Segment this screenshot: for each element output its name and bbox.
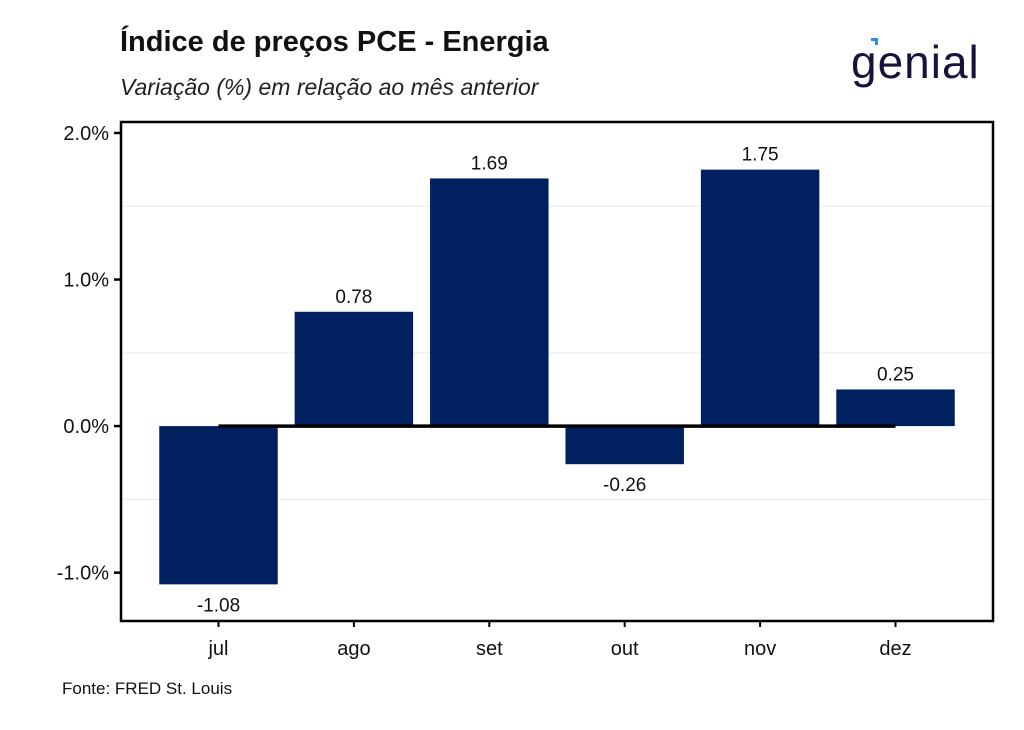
bar-dez: [836, 389, 955, 427]
data-label: -1.08: [197, 595, 240, 616]
chart-subtitle: Variação (%) em relação ao mês anterior: [120, 74, 539, 100]
bar-jul: [159, 426, 278, 585]
genial-logo: genial: [851, 36, 980, 88]
x-tick-label: ago: [337, 638, 370, 660]
x-tick-label: dez: [879, 638, 911, 660]
data-label: 1.75: [742, 145, 779, 166]
source-note: Fonte: FRED St. Louis: [62, 679, 233, 698]
data-label: 0.25: [877, 364, 914, 385]
y-tick-label: 0.0%: [63, 416, 109, 438]
data-label: -0.26: [603, 475, 646, 496]
data-label: 1.69: [471, 153, 508, 174]
data-label: 0.78: [335, 287, 372, 308]
bar-out: [565, 426, 684, 465]
bar-nov: [700, 169, 820, 427]
y-tick-label: 1.0%: [63, 270, 109, 292]
bar-ago: [294, 311, 414, 427]
svg-text:genial: genial: [851, 36, 980, 88]
chart-title: Índice de preços PCE - Energia: [120, 26, 549, 58]
y-tick-label: 2.0%: [63, 123, 109, 145]
x-tick-label: set: [476, 638, 503, 660]
y-tick-label: -1.0%: [57, 563, 109, 585]
x-tick-label: out: [611, 638, 639, 660]
x-tick-label: nov: [744, 638, 776, 660]
x-tick-label: jul: [207, 638, 228, 660]
bar-set: [430, 178, 549, 427]
plot-border: [119, 120, 995, 623]
